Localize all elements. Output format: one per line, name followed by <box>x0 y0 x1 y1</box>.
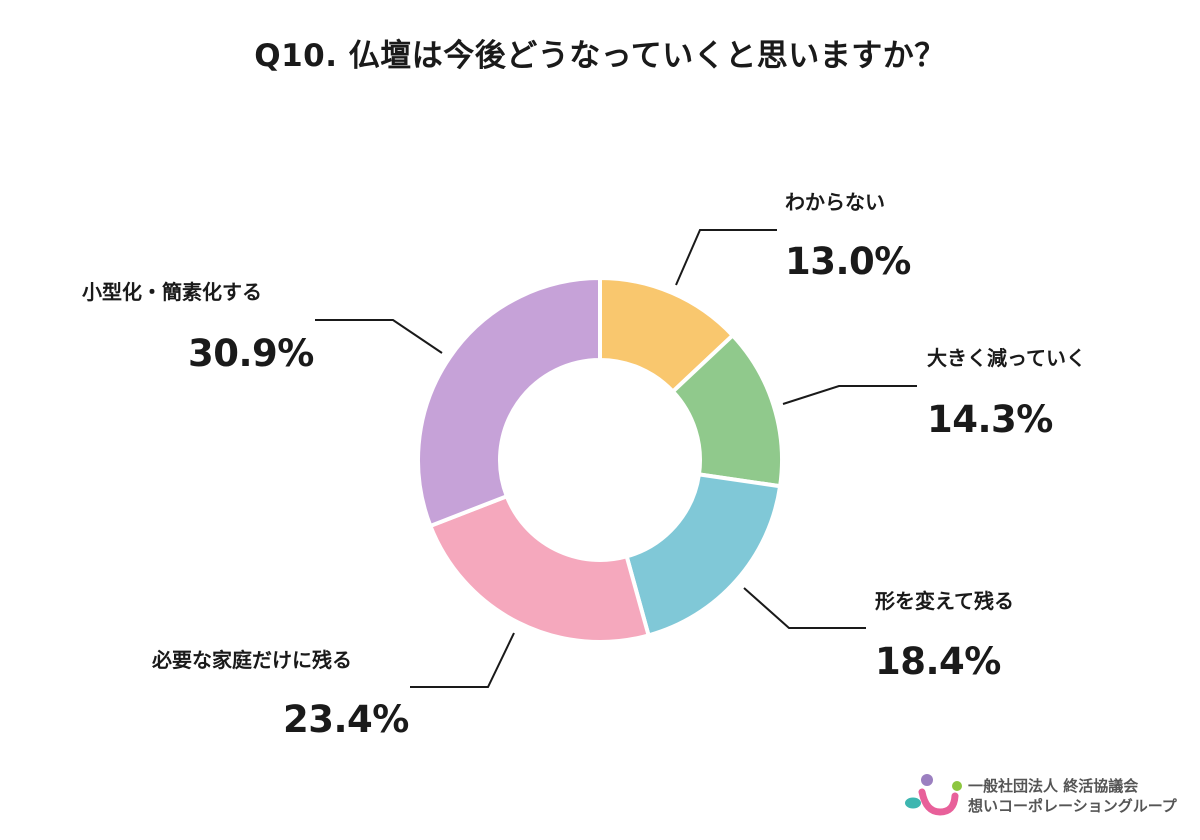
slice-value-katachi-kaete: 18.4% <box>875 640 1001 683</box>
slice-label-okiku-heru: 大きく減っていく <box>927 346 1086 370</box>
leader-lines <box>315 229 917 688</box>
logo-mark-icon <box>905 774 962 816</box>
slice-value-okiku-heru: 14.3% <box>927 398 1053 441</box>
slice-value-hitsuyou-katei: 23.4% <box>283 698 409 741</box>
slice-value-kogataka: 30.9% <box>188 332 314 375</box>
leader-line-hitsuyou-katei <box>410 632 515 688</box>
leader-line-okiku-heru <box>782 385 917 405</box>
donut-slice <box>416 275 602 529</box>
slice-label-hitsuyou-katei: 必要な家庭だけに残る <box>152 648 352 672</box>
logo-group-name: 想いコーポレーショングループ <box>968 797 1177 815</box>
leader-line-wakaranai <box>675 229 777 286</box>
donut-slice <box>624 472 783 638</box>
leader-line-katachi-kaete <box>743 587 866 629</box>
donut-slices <box>416 275 784 644</box>
chart-title: Q10. 仏壇は今後どうなっていくと思いますか？ <box>254 38 946 74</box>
logo-org-name: 一般社団法人 終活協議会 <box>968 777 1139 795</box>
slice-label-kogataka: 小型化・簡素化する <box>82 280 262 304</box>
leader-line-kogataka <box>315 319 443 354</box>
donut-slice <box>427 493 652 644</box>
slice-value-wakaranai: 13.0% <box>785 240 911 283</box>
slice-label-wakaranai: わからない <box>785 190 885 214</box>
slice-label-katachi-kaete: 形を変えて残る <box>875 589 1014 613</box>
